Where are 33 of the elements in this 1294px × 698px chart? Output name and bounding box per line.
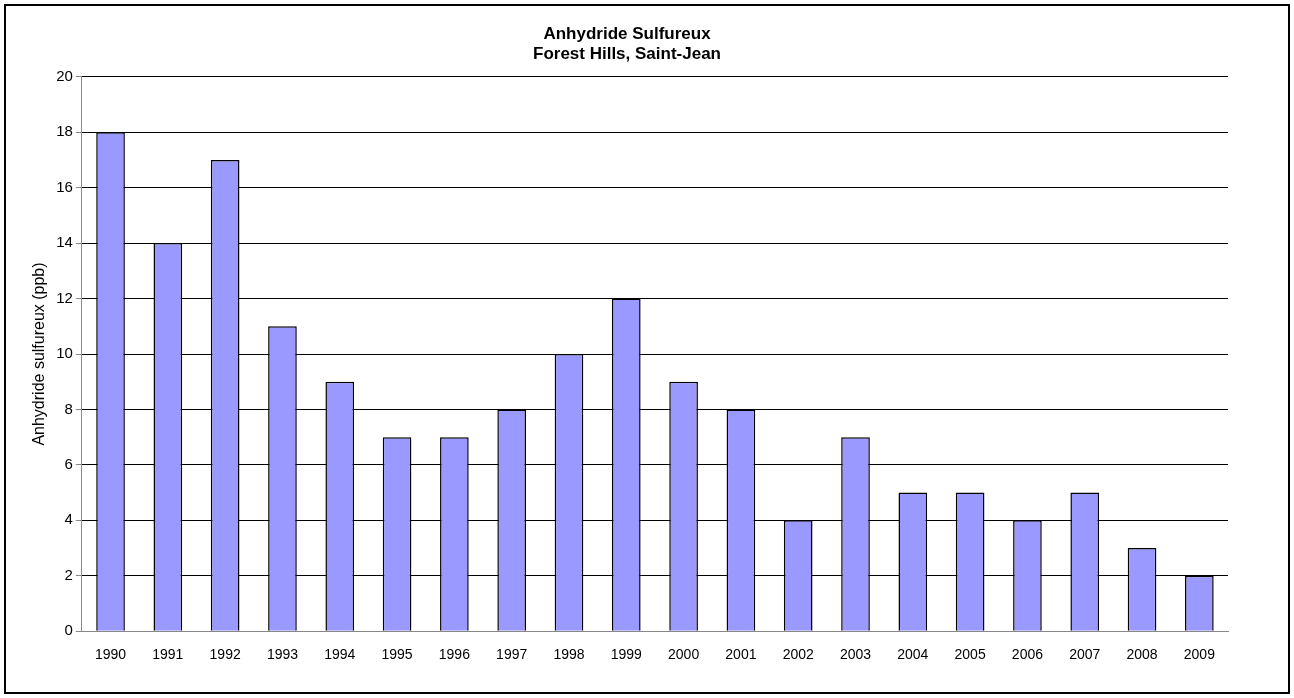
chart-title: Anhydride Sulfureux Forest Hills, Saint-Jean: [533, 23, 721, 64]
y-axis-title: Anhydride sulfureux (ppb): [30, 262, 48, 446]
x-tick-label: 2001: [725, 646, 757, 663]
x-tick-label: 2005: [954, 646, 986, 663]
y-tick-label: 18: [56, 122, 73, 140]
x-tick-label: 1991: [152, 646, 184, 663]
y-tick-label: 2: [64, 565, 73, 583]
x-tick-label: 2008: [1126, 646, 1158, 663]
x-tick-label: 2004: [897, 646, 929, 663]
y-tick-label: 0: [64, 621, 73, 639]
x-tick-label: 1994: [324, 646, 356, 663]
y-tick-label: 20: [56, 66, 73, 84]
y-tick-label: 4: [64, 510, 73, 528]
y-tick-label: 12: [56, 288, 73, 306]
x-tick-label: 1996: [438, 646, 471, 663]
y-tick-label: 6: [64, 455, 73, 473]
x-tick-label: 2007: [1069, 646, 1101, 663]
x-tick-label: 1999: [610, 646, 643, 663]
x-tick-label: 2009: [1183, 646, 1216, 663]
y-tick-label: 10: [56, 344, 73, 362]
x-tick-label: 1998: [553, 646, 585, 663]
y-tick-label: 16: [56, 177, 73, 195]
y-tick-label: 14: [56, 233, 73, 251]
x-tick-label: 1997: [496, 646, 528, 663]
y-tick-label: 8: [64, 399, 73, 417]
x-tick-label: 2000: [668, 646, 700, 663]
x-tick-label: 2002: [782, 646, 814, 663]
x-tick-label: 1990: [94, 646, 127, 663]
x-tick-label: 1992: [209, 646, 241, 663]
x-tick-label: 1993: [266, 646, 299, 663]
x-tick-label: 2003: [839, 646, 872, 663]
x-tick-label: 1995: [381, 646, 413, 663]
x-tick-label: 2006: [1011, 646, 1044, 663]
